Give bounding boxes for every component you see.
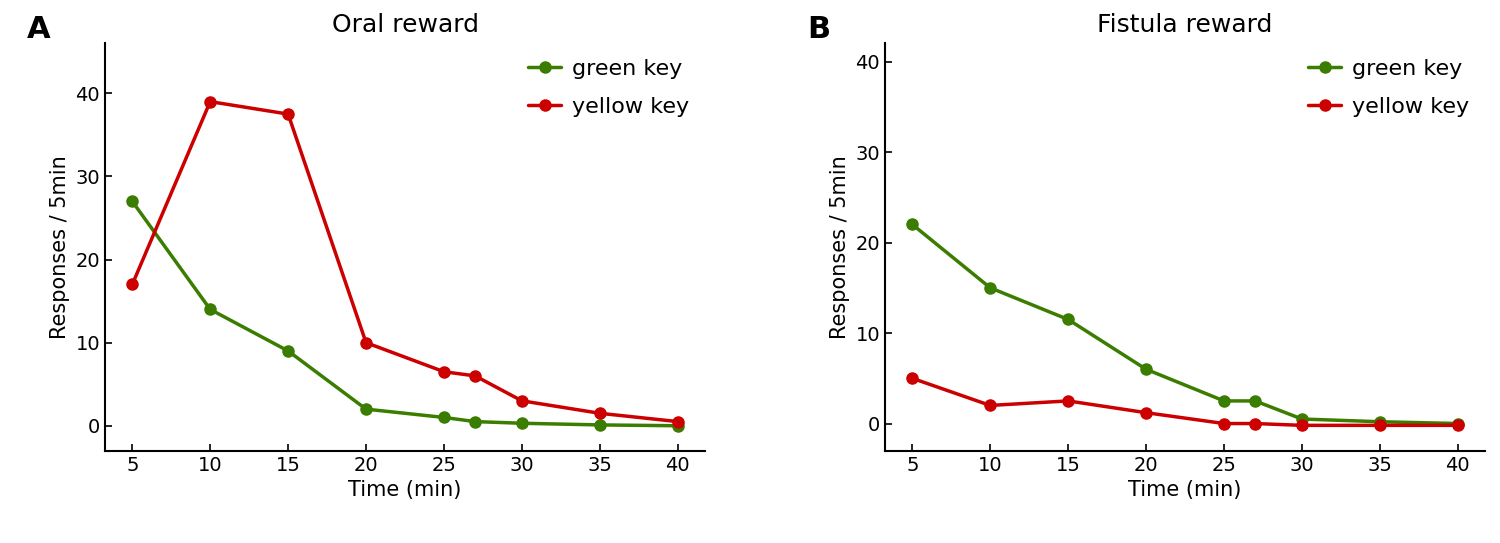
green key	[1059, 316, 1077, 323]
yellow key	[123, 281, 141, 288]
yellow key	[435, 369, 453, 375]
Line: green key: green key	[126, 196, 684, 431]
yellow key	[1215, 420, 1233, 427]
green key	[357, 406, 375, 412]
green key	[1371, 419, 1389, 425]
yellow key	[466, 372, 484, 379]
green key	[513, 420, 531, 426]
yellow key	[1371, 422, 1389, 428]
yellow key	[279, 111, 297, 117]
green key	[1137, 366, 1155, 372]
green key	[1215, 397, 1233, 404]
green key	[279, 348, 297, 354]
green key	[466, 418, 484, 425]
Line: green key: green key	[906, 219, 1464, 429]
Line: yellow key: yellow key	[906, 372, 1464, 431]
green key	[435, 414, 453, 421]
green key	[1246, 397, 1264, 404]
yellow key	[1137, 409, 1155, 416]
Legend: green key, yellow key: green key, yellow key	[1299, 50, 1479, 125]
green key	[1293, 416, 1311, 422]
green key	[903, 221, 921, 228]
Legend: green key, yellow key: green key, yellow key	[519, 50, 699, 125]
green key	[981, 285, 999, 291]
yellow key	[201, 98, 219, 105]
Y-axis label: Responses / 5min: Responses / 5min	[50, 155, 70, 339]
green key	[669, 422, 687, 429]
X-axis label: Time (min): Time (min)	[1128, 480, 1242, 500]
Line: yellow key: yellow key	[126, 96, 684, 427]
yellow key	[513, 397, 531, 404]
Title: Oral reward: Oral reward	[332, 14, 478, 37]
yellow key	[1059, 397, 1077, 404]
yellow key	[669, 418, 687, 425]
green key	[1449, 420, 1467, 427]
Text: B: B	[807, 15, 830, 44]
X-axis label: Time (min): Time (min)	[348, 480, 462, 500]
yellow key	[1293, 422, 1311, 428]
yellow key	[1449, 422, 1467, 428]
yellow key	[981, 402, 999, 409]
Y-axis label: Responses / 5min: Responses / 5min	[830, 155, 850, 339]
green key	[123, 198, 141, 205]
yellow key	[903, 375, 921, 382]
green key	[591, 422, 609, 428]
Text: A: A	[27, 15, 51, 44]
yellow key	[1246, 420, 1264, 427]
yellow key	[591, 410, 609, 416]
Title: Fistula reward: Fistula reward	[1098, 14, 1272, 37]
yellow key	[357, 339, 375, 346]
green key	[201, 306, 219, 313]
